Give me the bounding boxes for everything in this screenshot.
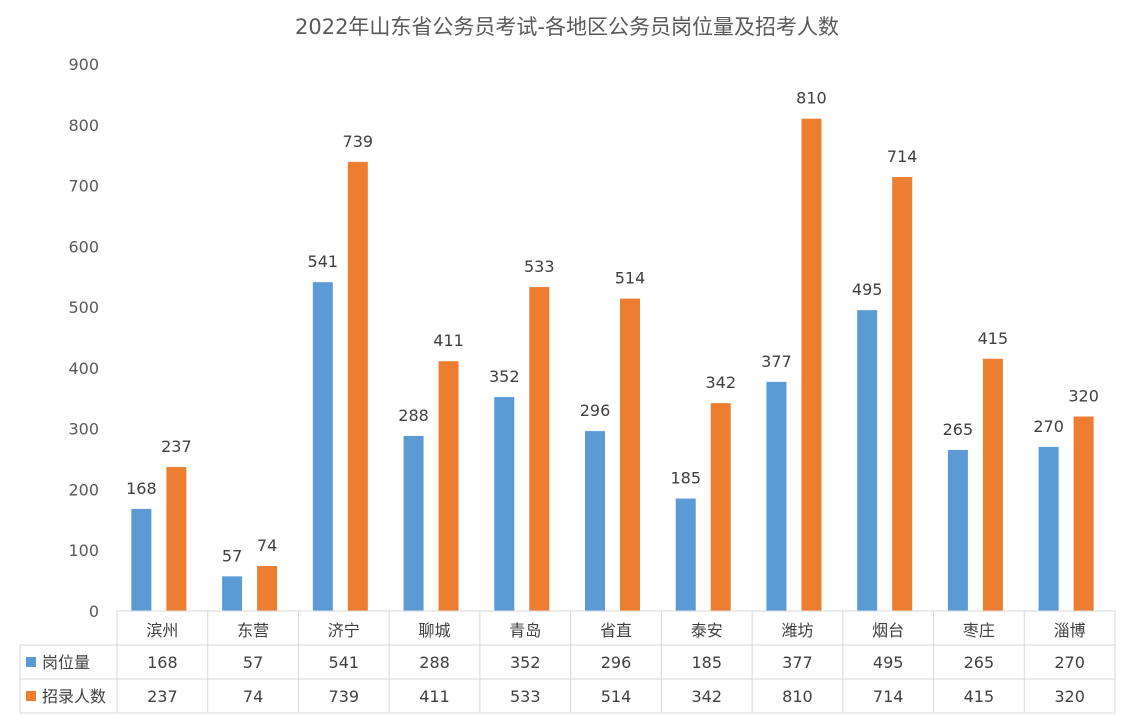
bar-positions bbox=[585, 431, 605, 611]
bar-applicants bbox=[347, 161, 368, 611]
data-label: 237 bbox=[161, 437, 192, 456]
bar-positions bbox=[766, 381, 787, 611]
bar-positions bbox=[675, 498, 696, 611]
table-cell: 168 bbox=[147, 653, 178, 672]
data-label: 352 bbox=[489, 367, 520, 386]
data-label: 533 bbox=[524, 257, 555, 276]
table-cell: 320 bbox=[1054, 687, 1085, 706]
table-cell: 265 bbox=[964, 653, 995, 672]
y-tick-label: 600 bbox=[68, 237, 99, 256]
y-tick-label: 400 bbox=[68, 359, 99, 378]
data-labels: 168 57 541 288 352 296 185 377 495 265 270 237 74 739… bbox=[126, 89, 1099, 566]
data-label: 185 bbox=[670, 469, 701, 488]
y-axis: 0 100 200 300 400 500 600 700 800 900 bbox=[68, 55, 99, 621]
table-cell: 541 bbox=[329, 653, 360, 672]
table-cell: 57 bbox=[243, 653, 263, 672]
bar-applicants bbox=[257, 566, 278, 611]
category-label: 淄博 bbox=[1054, 621, 1086, 640]
table-cell: 270 bbox=[1054, 653, 1085, 672]
legend-swatch bbox=[26, 657, 36, 667]
data-label: 296 bbox=[580, 401, 611, 420]
category-label: 省直 bbox=[600, 621, 632, 640]
data-label: 541 bbox=[308, 252, 339, 271]
category-label: 东营 bbox=[237, 621, 269, 640]
data-label: 265 bbox=[943, 420, 974, 439]
data-label: 270 bbox=[1033, 417, 1064, 436]
data-label: 739 bbox=[343, 132, 374, 151]
legend-label: 招录人数 bbox=[42, 687, 106, 706]
data-label: 415 bbox=[978, 329, 1009, 348]
category-label: 聊城 bbox=[419, 621, 451, 640]
y-tick-label: 700 bbox=[68, 177, 99, 196]
y-tick-label: 900 bbox=[68, 55, 99, 74]
bar-applicants bbox=[1073, 416, 1094, 611]
y-tick-label: 100 bbox=[68, 541, 99, 560]
bar-applicants bbox=[710, 403, 731, 611]
bar-applicants bbox=[529, 287, 550, 611]
data-label: 74 bbox=[257, 536, 277, 555]
table-cell: 411 bbox=[419, 687, 450, 706]
bar-positions bbox=[1038, 446, 1059, 611]
y-tick-label: 300 bbox=[68, 420, 99, 439]
category-label: 潍坊 bbox=[781, 621, 813, 640]
legend-swatch bbox=[26, 691, 36, 701]
y-tick-label: 0 bbox=[89, 602, 99, 621]
data-label: 342 bbox=[705, 373, 736, 392]
table-cell: 810 bbox=[782, 687, 813, 706]
table-cell: 415 bbox=[964, 687, 995, 706]
data-label: 411 bbox=[433, 331, 464, 350]
data-label: 320 bbox=[1068, 387, 1099, 406]
legend-label: 岗位量 bbox=[42, 653, 90, 672]
bar-applicants bbox=[982, 358, 1003, 611]
bar-applicants bbox=[892, 177, 913, 611]
bar-applicants bbox=[620, 298, 640, 611]
bar-applicants bbox=[438, 361, 459, 611]
bar-applicants bbox=[166, 466, 187, 611]
data-label: 714 bbox=[887, 147, 918, 166]
bar-positions bbox=[947, 449, 968, 611]
table-cell: 185 bbox=[691, 653, 722, 672]
y-tick-label: 200 bbox=[68, 480, 99, 499]
table-cell: 352 bbox=[510, 653, 541, 672]
table-cell: 74 bbox=[243, 687, 263, 706]
table-cell: 342 bbox=[691, 687, 722, 706]
bar-positions bbox=[222, 576, 243, 611]
data-label: 495 bbox=[852, 280, 883, 299]
data-label: 377 bbox=[761, 352, 792, 371]
table-cell: 237 bbox=[147, 687, 178, 706]
table-cell: 514 bbox=[601, 687, 632, 706]
table-cell: 739 bbox=[329, 687, 360, 706]
table-cell: 288 bbox=[419, 653, 450, 672]
bar-positions bbox=[494, 397, 515, 611]
table-cell: 533 bbox=[510, 687, 541, 706]
bar-positions bbox=[131, 508, 152, 611]
category-label: 枣庄 bbox=[963, 621, 995, 640]
data-label: 810 bbox=[796, 89, 827, 108]
table-cell: 714 bbox=[873, 687, 904, 706]
category-label: 烟台 bbox=[872, 621, 904, 640]
table-cell: 296 bbox=[601, 653, 632, 672]
data-label: 288 bbox=[398, 406, 429, 425]
y-tick-label: 800 bbox=[68, 116, 99, 135]
bars bbox=[131, 118, 1094, 611]
bar-positions bbox=[403, 435, 424, 611]
category-label: 济宁 bbox=[328, 621, 360, 640]
data-label: 57 bbox=[222, 546, 242, 565]
y-tick-label: 500 bbox=[68, 298, 99, 317]
chart-title: 2022年山东省公务员考试-各地区公务员岗位量及招考人数 bbox=[295, 15, 839, 39]
category-label: 滨州 bbox=[146, 621, 178, 640]
bar-applicants bbox=[801, 118, 822, 611]
category-label: 青岛 bbox=[509, 621, 541, 640]
category-label: 泰安 bbox=[691, 621, 723, 640]
table-cell: 495 bbox=[873, 653, 904, 672]
data-label: 168 bbox=[126, 479, 157, 498]
data-label: 514 bbox=[615, 269, 646, 288]
bar-positions bbox=[857, 310, 878, 611]
bar-positions bbox=[312, 282, 333, 611]
table-cell: 377 bbox=[782, 653, 813, 672]
